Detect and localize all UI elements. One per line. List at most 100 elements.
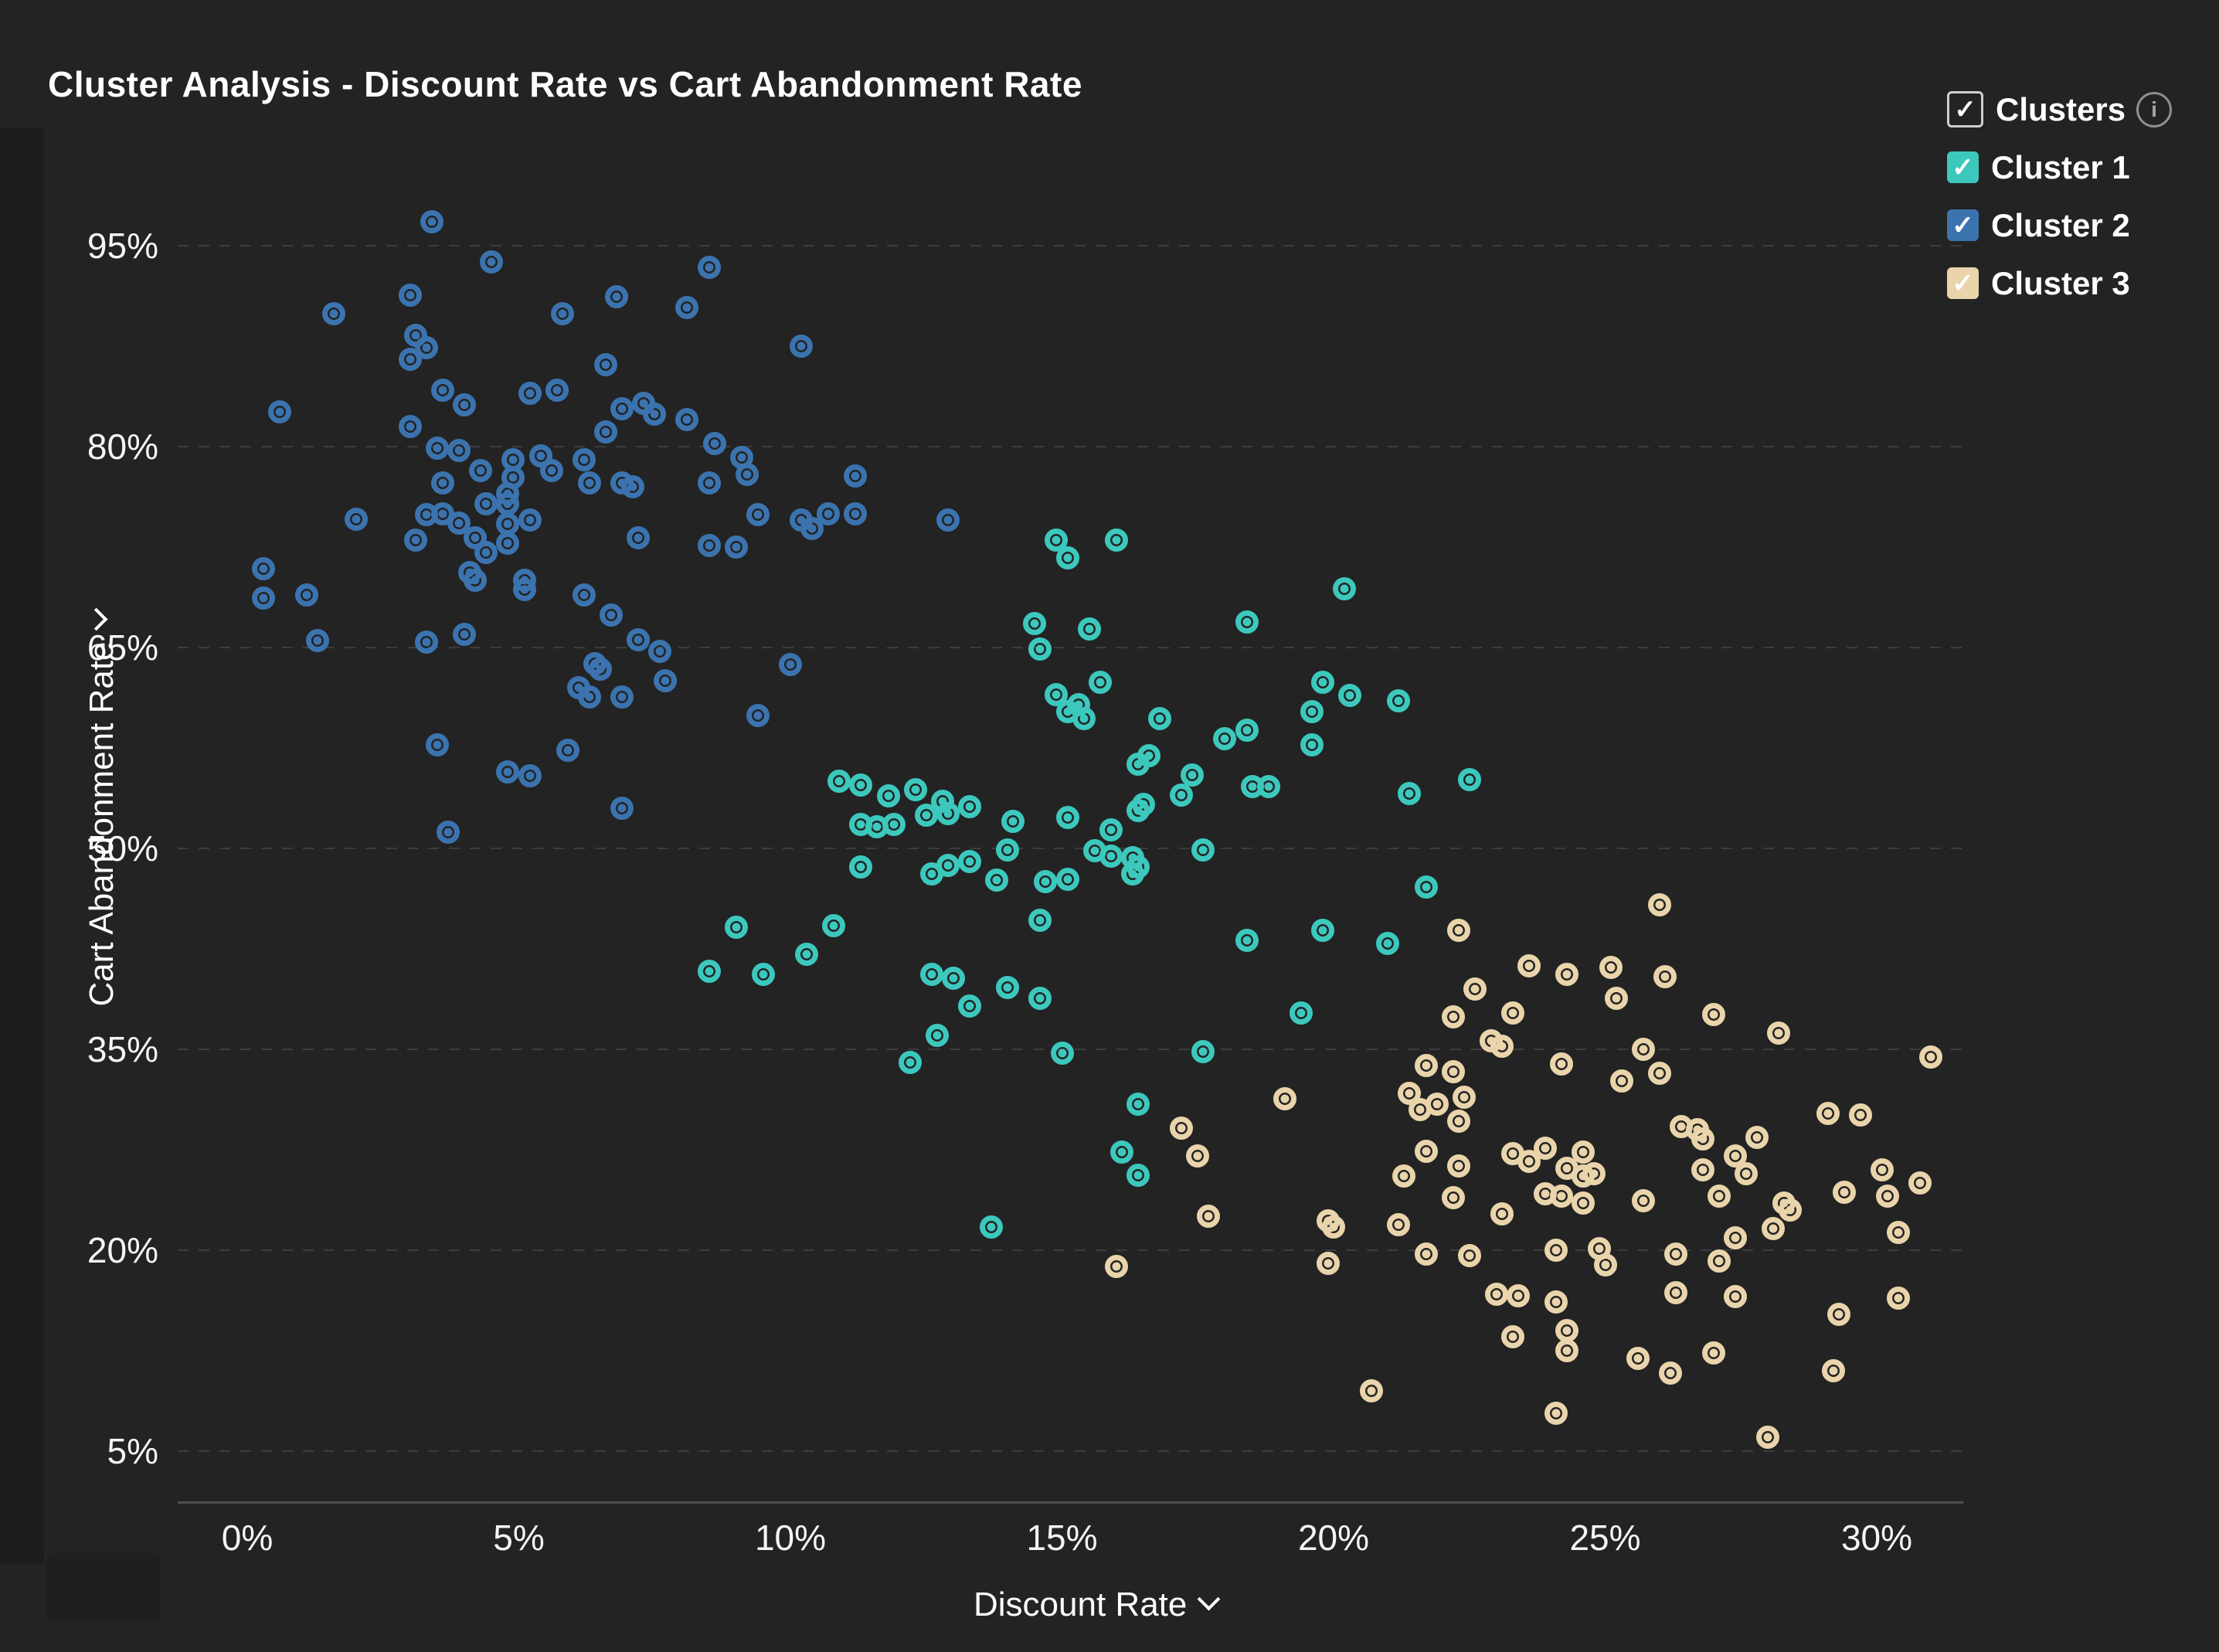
data-point[interactable]	[1191, 838, 1215, 862]
data-point[interactable]	[1653, 965, 1677, 989]
data-point[interactable]	[252, 556, 276, 580]
data-point[interactable]	[996, 976, 1020, 1000]
data-point[interactable]	[593, 353, 617, 377]
data-point[interactable]	[1827, 1302, 1850, 1326]
data-point[interactable]	[556, 739, 579, 763]
data-point[interactable]	[1626, 1347, 1650, 1371]
data-point[interactable]	[518, 764, 542, 788]
data-point[interactable]	[957, 795, 981, 819]
data-point[interactable]	[1762, 1217, 1786, 1241]
data-point[interactable]	[1050, 1041, 1074, 1065]
data-point[interactable]	[735, 463, 759, 487]
data-point[interactable]	[1126, 1092, 1150, 1116]
legend-header[interactable]: ✓ Clusters i	[1947, 91, 2173, 127]
data-point[interactable]	[1414, 1242, 1438, 1266]
data-point[interactable]	[1055, 867, 1079, 891]
data-point[interactable]	[1213, 726, 1237, 750]
data-point[interactable]	[1028, 637, 1052, 661]
data-point[interactable]	[512, 578, 536, 602]
data-point[interactable]	[1887, 1287, 1911, 1310]
data-point[interactable]	[588, 657, 612, 681]
data-point[interactable]	[1767, 1021, 1791, 1045]
data-point[interactable]	[1441, 1060, 1465, 1084]
data-point[interactable]	[1832, 1181, 1856, 1205]
data-point[interactable]	[1724, 1285, 1748, 1309]
data-point[interactable]	[1120, 862, 1144, 885]
data-point[interactable]	[610, 796, 634, 820]
data-point[interactable]	[1490, 1202, 1514, 1225]
data-point[interactable]	[1599, 956, 1623, 980]
data-point[interactable]	[1702, 1002, 1726, 1026]
data-point[interactable]	[1300, 700, 1324, 724]
data-point[interactable]	[822, 914, 846, 938]
data-point[interactable]	[572, 583, 596, 607]
data-point[interactable]	[1028, 986, 1052, 1010]
data-point[interactable]	[1170, 1117, 1194, 1140]
data-point[interactable]	[1191, 1040, 1215, 1064]
data-point[interactable]	[1446, 1110, 1470, 1134]
data-point[interactable]	[414, 335, 438, 359]
data-point[interactable]	[936, 854, 960, 878]
data-point[interactable]	[903, 777, 927, 801]
data-point[interactable]	[1360, 1378, 1384, 1402]
data-point[interactable]	[447, 511, 471, 535]
data-point[interactable]	[1398, 1081, 1422, 1105]
data-point[interactable]	[431, 379, 455, 403]
data-point[interactable]	[1077, 617, 1101, 641]
data-point[interactable]	[844, 464, 868, 488]
data-point[interactable]	[844, 501, 868, 525]
data-point[interactable]	[1452, 1086, 1476, 1110]
data-point[interactable]	[469, 459, 493, 483]
legend-item[interactable]: ✓ Cluster 1	[1947, 149, 2172, 185]
info-icon[interactable]: i	[2136, 91, 2173, 127]
data-point[interactable]	[1072, 706, 1096, 730]
data-point[interactable]	[539, 459, 563, 483]
data-point[interactable]	[1708, 1249, 1731, 1273]
data-point[interactable]	[1023, 611, 1047, 635]
data-point[interactable]	[1821, 1358, 1845, 1382]
data-point[interactable]	[1099, 845, 1123, 868]
data-point[interactable]	[1414, 1053, 1438, 1077]
data-point[interactable]	[453, 393, 477, 417]
data-point[interactable]	[1170, 783, 1194, 807]
data-point[interactable]	[795, 942, 819, 966]
data-point[interactable]	[724, 916, 748, 940]
data-point[interactable]	[1338, 684, 1362, 708]
data-point[interactable]	[1387, 1212, 1411, 1236]
data-point[interactable]	[1919, 1045, 1943, 1069]
data-point[interactable]	[414, 630, 438, 654]
data-point[interactable]	[1387, 689, 1411, 713]
data-point[interactable]	[1647, 892, 1671, 916]
data-point[interactable]	[957, 850, 981, 874]
data-point[interactable]	[1876, 1185, 1900, 1208]
data-point[interactable]	[1507, 1283, 1531, 1307]
data-point[interactable]	[1333, 576, 1357, 600]
data-point[interactable]	[1001, 810, 1025, 834]
data-point[interactable]	[1463, 977, 1487, 1001]
data-point[interactable]	[1300, 733, 1324, 757]
data-point[interactable]	[1756, 1426, 1780, 1450]
data-point[interactable]	[1848, 1103, 1872, 1127]
data-point[interactable]	[1310, 670, 1334, 694]
data-point[interactable]	[1647, 1061, 1671, 1085]
data-point[interactable]	[957, 994, 981, 1018]
data-point[interactable]	[398, 284, 422, 308]
data-point[interactable]	[790, 334, 814, 358]
data-point[interactable]	[518, 508, 542, 532]
data-point[interactable]	[577, 685, 601, 709]
data-point[interactable]	[1544, 1238, 1568, 1262]
legend-item[interactable]: ✓ Cluster 3	[1947, 265, 2172, 301]
x-axis-title[interactable]: Discount Rate	[974, 1586, 1221, 1624]
data-point[interactable]	[1045, 529, 1069, 552]
data-point[interactable]	[252, 586, 276, 610]
data-point[interactable]	[420, 209, 444, 233]
legend-item[interactable]: ✓ Cluster 2	[1947, 207, 2172, 243]
data-point[interactable]	[1446, 918, 1470, 942]
data-point[interactable]	[1414, 1139, 1438, 1163]
data-point[interactable]	[1490, 1035, 1514, 1059]
data-point[interactable]	[1572, 1140, 1595, 1164]
data-point[interactable]	[593, 420, 617, 444]
data-point[interactable]	[453, 622, 477, 646]
data-point[interactable]	[919, 962, 943, 986]
data-point[interactable]	[398, 348, 422, 372]
